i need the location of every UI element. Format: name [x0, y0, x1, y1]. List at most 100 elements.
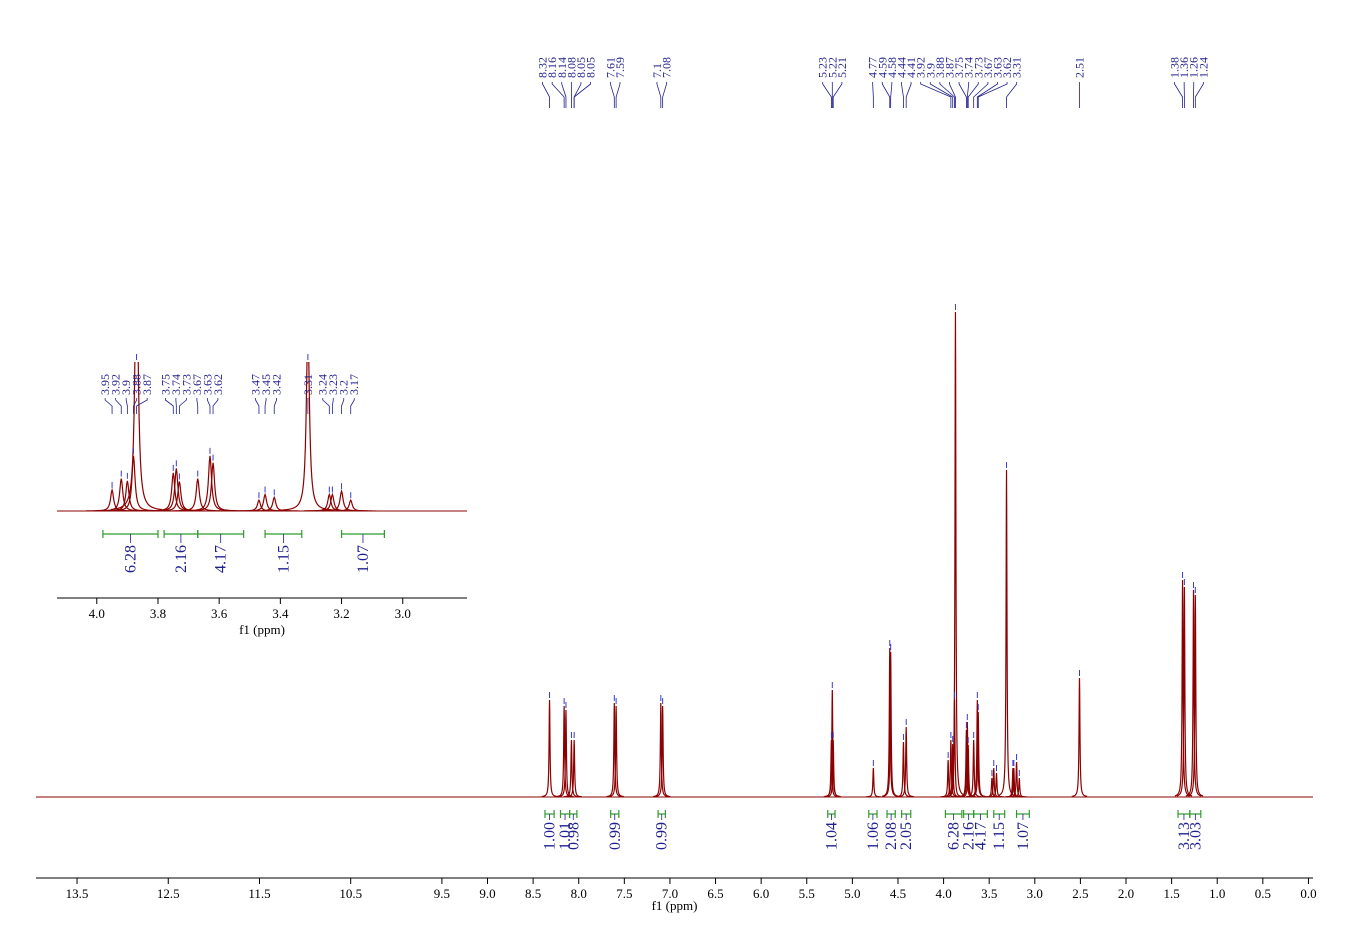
- integral-label: 6.28: [122, 545, 139, 573]
- x-axis-label: f1 (ppm): [652, 898, 698, 913]
- peak: [1185, 589, 1202, 797]
- peak-label-leader: [196, 398, 199, 414]
- integral-label: 3.13: [1176, 822, 1193, 850]
- peak-label: 3.73: [179, 374, 193, 395]
- x-tick-label: 3.4: [272, 606, 289, 621]
- peak: [865, 767, 882, 798]
- peak: [541, 699, 558, 798]
- x-tick-label: 7.5: [616, 886, 632, 901]
- x-tick-label: 0.0: [1300, 886, 1316, 901]
- peak: [1006, 767, 1022, 798]
- x-tick-label: 3.2: [333, 606, 349, 621]
- peak-label: 3.62: [211, 374, 225, 395]
- peak-label: 3.23: [326, 374, 340, 395]
- peak: [988, 772, 1005, 798]
- peak-label-leader: [832, 82, 843, 108]
- x-tick-label: 12.5: [157, 886, 180, 901]
- peak-label-leader: [872, 82, 874, 108]
- peak-label: 7.08: [660, 57, 674, 78]
- peak-label-leader: [958, 82, 967, 108]
- peak-label: 3.45: [259, 374, 273, 395]
- peak: [147, 472, 199, 512]
- x-tick-label: 13.5: [66, 886, 89, 901]
- x-tick-label: 3.0: [1027, 886, 1043, 901]
- x-tick-label: 3.0: [395, 606, 411, 621]
- peak-label-leader: [264, 398, 267, 414]
- peak-label-leader: [939, 82, 955, 108]
- peak-label: 4.44: [894, 57, 908, 78]
- peak-label: 8.05: [584, 57, 598, 78]
- peak-label: 3.24: [316, 374, 330, 395]
- integral-label: 4.17: [213, 545, 230, 573]
- integral-label: 1.07: [355, 545, 372, 573]
- peak-label-leader: [977, 82, 1008, 108]
- peak-label-leader: [905, 82, 912, 108]
- peak: [107, 455, 160, 512]
- peak: [998, 469, 1015, 796]
- peak: [970, 711, 986, 798]
- peak-label: 1.38: [1168, 57, 1182, 78]
- peak-label: 3.47: [249, 374, 263, 395]
- integral-label: 2.08: [883, 822, 900, 850]
- peak-label-leader: [949, 82, 956, 108]
- peak: [187, 462, 239, 512]
- peak: [282, 362, 334, 511]
- peak-label: 3.95: [98, 374, 112, 395]
- peak-label: 3.73: [971, 57, 985, 78]
- peak-label-leader: [890, 82, 893, 108]
- peak-label: 3.42: [270, 374, 284, 395]
- x-tick-label: 6.5: [707, 886, 723, 901]
- x-tick-label: 5.0: [844, 886, 860, 901]
- peak-label: 3.17: [347, 374, 361, 395]
- peak-label-leader: [322, 398, 330, 414]
- peak: [325, 498, 377, 512]
- peak-label-leader: [164, 398, 174, 414]
- peak: [882, 651, 899, 797]
- peak-label: 3.31: [1010, 57, 1024, 78]
- peak: [965, 739, 982, 798]
- x-tick-label: 3.6: [211, 606, 228, 621]
- x-tick-label: 9.0: [479, 886, 495, 901]
- x-tick-label: 1.0: [1209, 886, 1225, 901]
- peak-label: 7.61: [603, 57, 617, 78]
- integral-label: 2.16: [961, 822, 978, 850]
- peak-label-leader: [973, 82, 989, 108]
- peak: [239, 492, 291, 512]
- peak-label-leader: [976, 82, 998, 108]
- main-spectrum: 13.5 12.5 11.5 10.5 9.5 9.0 8.5 8.0 7.5 7.0 6.5 6.0…: [36, 57, 1317, 913]
- peak-label-leader: [255, 398, 260, 414]
- peak-label-leader: [350, 398, 355, 414]
- x-tick-label: 4.0: [89, 606, 105, 621]
- peak-label: 3.67: [190, 374, 204, 395]
- peak-label-leader: [1194, 82, 1204, 108]
- peak-label: 3.88: [933, 57, 947, 78]
- peak: [1011, 777, 1027, 798]
- x-tick-label: 7.0: [662, 886, 678, 901]
- peak-label: 8.08: [564, 57, 578, 78]
- x-tick-label: 2.5: [1072, 886, 1088, 901]
- integral-label: 1.15: [991, 822, 1008, 850]
- peak: [1187, 594, 1204, 797]
- peak: [608, 705, 624, 798]
- peak: [898, 726, 914, 798]
- peak-label-leader: [212, 398, 219, 414]
- peak-label-leader: [615, 82, 621, 108]
- peak: [940, 759, 956, 798]
- peak-label-leader: [542, 82, 550, 108]
- peak-label: 5.23: [816, 57, 830, 78]
- peak-label-leader: [929, 82, 954, 108]
- peak-label-leader: [966, 82, 970, 108]
- peak: [1071, 677, 1088, 797]
- peak-label-leader: [178, 398, 187, 414]
- x-tick-label: 3.5: [981, 886, 997, 901]
- peak-label-leader: [341, 398, 345, 414]
- integral-label: 3.03: [1187, 822, 1204, 850]
- peak: [563, 739, 580, 798]
- integral-label: 4.17: [973, 822, 990, 850]
- x-axis-label: f1 (ppm): [239, 622, 285, 637]
- integral-label: 1.01: [557, 822, 574, 850]
- peak: [947, 311, 964, 796]
- peak: [566, 739, 582, 798]
- integral-label: 1.04: [823, 822, 840, 850]
